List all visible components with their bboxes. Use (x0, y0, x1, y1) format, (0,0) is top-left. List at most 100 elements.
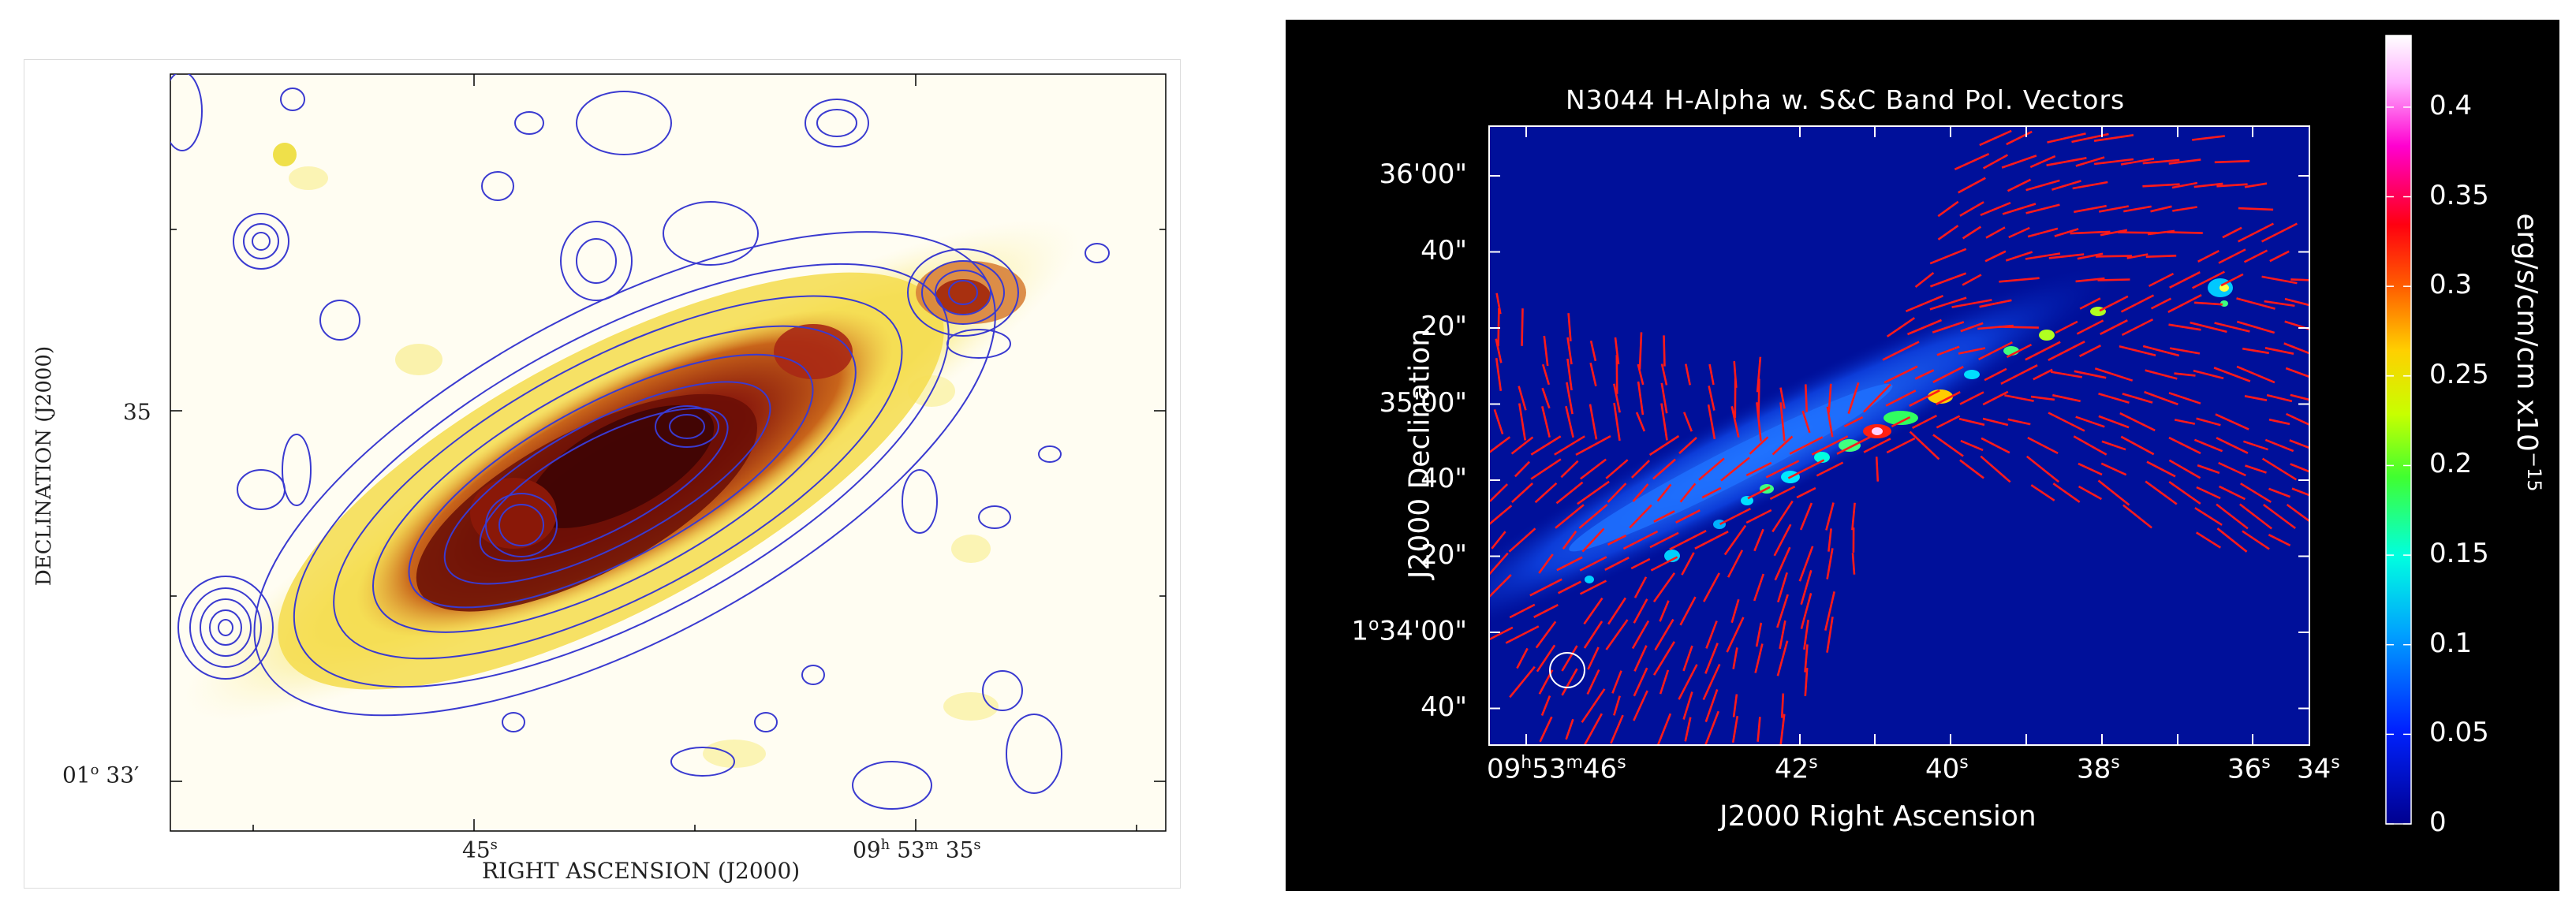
polarization-vector (1669, 530, 1707, 550)
left-y-tick-min: 33′ (106, 762, 140, 788)
polarization-vector (1800, 569, 1813, 606)
polarization-vector (2101, 440, 2126, 451)
polarization-vector (1909, 430, 1940, 460)
polarization-vector (1514, 460, 1531, 478)
polarization-vector (1533, 604, 1559, 618)
polarization-vector (2074, 204, 2107, 214)
polarization-vector (2100, 462, 2127, 476)
polarization-vector (2167, 294, 2202, 313)
polarization-vector (2196, 531, 2221, 549)
polarization-vector (1732, 694, 1738, 717)
polarization-vector (1638, 332, 1643, 370)
polarization-vector (1681, 552, 1695, 576)
right-y-tick-deg: 1 (1351, 615, 1369, 647)
polarization-vector (1556, 556, 1583, 572)
polarization-vector (1787, 459, 1825, 479)
polarization-vector (2264, 347, 2294, 355)
polarization-vector (1605, 459, 1629, 479)
polarization-vector (1753, 573, 1765, 602)
polarization-vector (2073, 435, 2107, 456)
polarization-vector (1539, 716, 1553, 743)
polarization-vector (2054, 228, 2079, 237)
left-y-axis-label: DECLINATION (J2000) (32, 345, 56, 587)
polarization-vector (2025, 203, 2060, 214)
polarization-vector (1538, 553, 1554, 574)
polarization-vector (2098, 205, 2130, 213)
polarization-vector (1637, 381, 1645, 416)
polarization-vector (1613, 383, 1621, 413)
right-axis-ticks (1489, 126, 2309, 745)
polarization-vector (1630, 460, 1651, 479)
polarization-vector (1962, 274, 1982, 286)
left-x-tick-m: 53 (897, 837, 925, 863)
right-y-tick-label: 20" (1421, 311, 1467, 342)
polarization-vector (1727, 550, 1744, 578)
polarization-vector (1509, 665, 1536, 699)
polarization-vector (1579, 556, 1607, 572)
polarization-vector (2290, 463, 2309, 473)
polarization-vector (1583, 713, 1603, 745)
right-plot-frame (1488, 125, 2310, 746)
polarization-vector (1937, 225, 1959, 240)
polarization-vector (1704, 643, 1719, 674)
colorbar-tick-label: 0.4 (2429, 89, 2473, 121)
polarization-vector (1804, 668, 1809, 696)
polarization-vector (2079, 297, 2101, 310)
polarization-vector (2196, 486, 2221, 500)
polarization-vector (1959, 201, 1984, 217)
polarization-vector (2264, 438, 2294, 453)
polarization-vector (1779, 402, 1786, 442)
polarization-vector (1579, 579, 1607, 595)
polarization-vector (2097, 278, 2130, 281)
right-x-tick-label: 38s (2077, 753, 2120, 785)
right-y-tick-label: 40" (1421, 463, 1467, 494)
polarization-vector (2236, 365, 2275, 384)
polarization-vector (2214, 322, 2250, 333)
polarization-vector (1749, 436, 1769, 455)
colorbar-tick-label: 0.25 (2429, 358, 2489, 390)
polarization-vector (2245, 464, 2267, 474)
polarization-vector (2025, 341, 2061, 361)
polarization-vector (1704, 688, 1719, 723)
polarization-vector (1932, 321, 1965, 334)
polarization-vector (2216, 437, 2249, 454)
polarization-vector (2243, 249, 2268, 263)
polarization-vector (1773, 524, 1792, 557)
polarization-vector (2095, 255, 2133, 258)
polarization-vector (1656, 713, 1672, 745)
polarization-vector (1886, 317, 1916, 337)
polarization-vector (1589, 340, 1597, 362)
polarization-vector (1489, 483, 1509, 502)
polarization-vector (1535, 620, 1557, 649)
polarization-vector (2048, 412, 2085, 432)
polarization-vector (2242, 347, 2270, 355)
polarization-vector (1984, 367, 2007, 382)
polarization-vector (2055, 320, 2078, 334)
polarization-vector (2242, 530, 2270, 550)
polarization-vector (2050, 371, 2083, 378)
polarization-vector (1650, 556, 1678, 572)
polarization-vector (1804, 644, 1809, 673)
polarization-vector (1495, 358, 1503, 391)
polarization-vector (1776, 640, 1789, 676)
polarization-vector (1932, 434, 1964, 457)
polarization-vector (1980, 455, 2011, 483)
polarization-vector (2075, 277, 2105, 283)
polarization-vector (1723, 524, 1747, 556)
polarization-vector (1805, 384, 1808, 412)
polarization-vector (2216, 183, 2248, 188)
polarization-vector (2051, 180, 2081, 191)
polarization-vector (1543, 335, 1549, 367)
polarization-vector (2220, 273, 2244, 287)
polarization-vector (1704, 710, 1720, 745)
polarization-vector (1826, 617, 1834, 653)
right-x-tick-label: 34s (2297, 753, 2340, 785)
polarization-vector (1796, 486, 1816, 499)
polarization-vector (1720, 456, 1750, 482)
polarization-vector (1985, 226, 2006, 239)
polarization-vector (2030, 484, 2055, 501)
right-y-tick-label: 20" (1421, 538, 1467, 571)
polarization-vector (2214, 159, 2250, 164)
polarization-vector (1534, 482, 1558, 504)
polarization-vector (1577, 480, 1610, 505)
